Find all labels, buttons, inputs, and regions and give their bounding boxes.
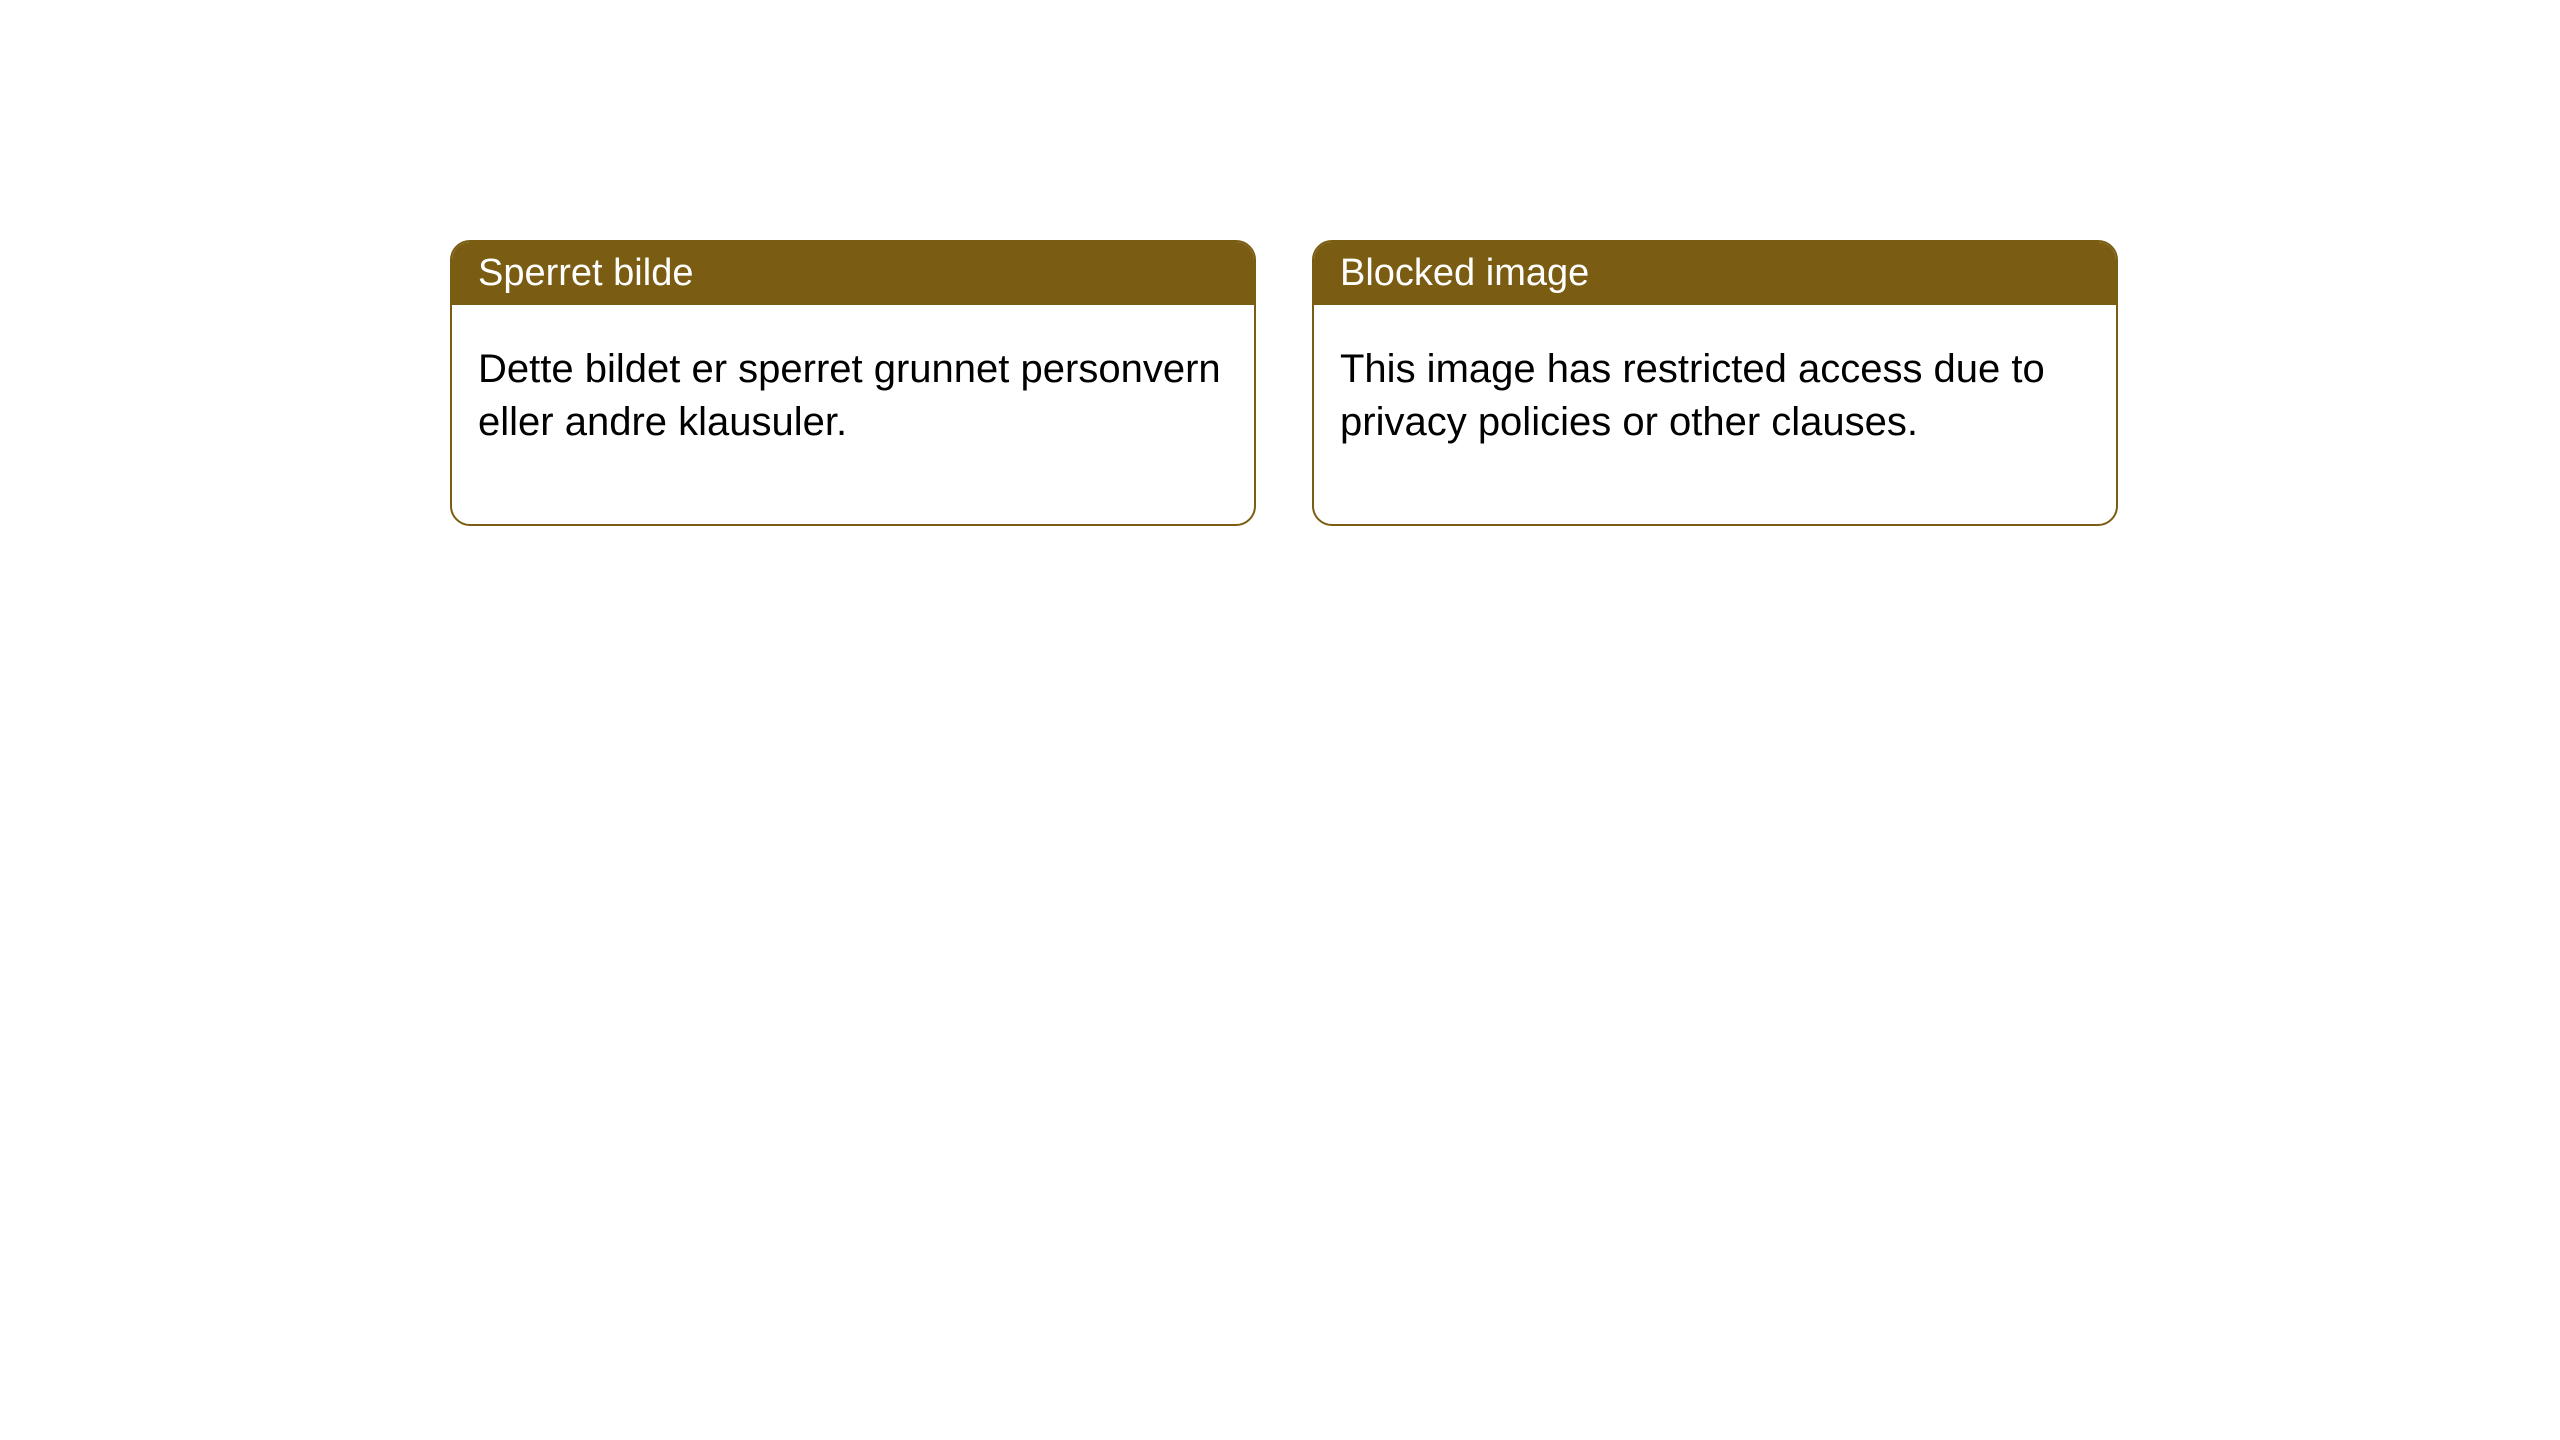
card-body-no: Dette bildet er sperret grunnet personve…	[452, 305, 1254, 524]
card-title-en: Blocked image	[1314, 242, 2116, 305]
blocked-image-notice-container: Sperret bilde Dette bildet er sperret gr…	[0, 0, 2560, 526]
blocked-image-card-en: Blocked image This image has restricted …	[1312, 240, 2118, 526]
card-body-en: This image has restricted access due to …	[1314, 305, 2116, 524]
card-title-no: Sperret bilde	[452, 242, 1254, 305]
blocked-image-card-no: Sperret bilde Dette bildet er sperret gr…	[450, 240, 1256, 526]
